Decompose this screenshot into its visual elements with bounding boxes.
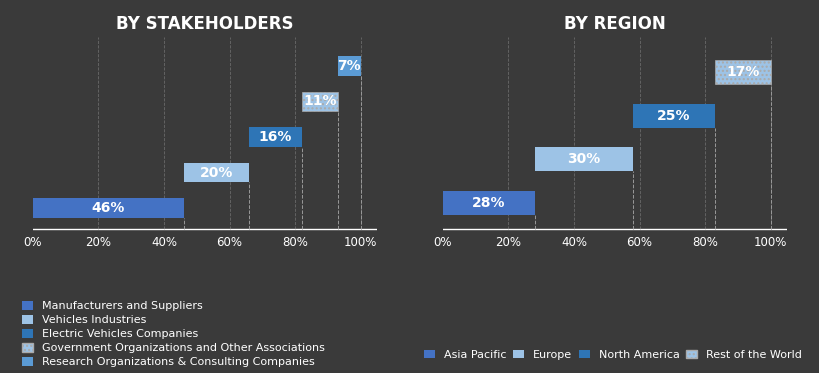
Legend: Manufacturers and Suppliers, Vehicles Industries, Electric Vehicles Companies, G: Manufacturers and Suppliers, Vehicles In… — [22, 301, 324, 367]
Text: 16%: 16% — [259, 130, 292, 144]
Title: BY STAKEHOLDERS: BY STAKEHOLDERS — [116, 15, 293, 33]
Text: 25%: 25% — [657, 109, 690, 123]
Text: 46%: 46% — [92, 201, 124, 215]
Text: 7%: 7% — [337, 59, 360, 73]
Text: 30%: 30% — [567, 152, 600, 166]
Bar — [33, 198, 183, 218]
Text: 20%: 20% — [200, 166, 233, 179]
Bar — [183, 163, 249, 182]
Text: 11%: 11% — [303, 94, 336, 109]
Legend: Asia Pacific, Europe, North America, Rest of the World: Asia Pacific, Europe, North America, Res… — [423, 350, 801, 360]
Bar — [301, 92, 337, 111]
Bar — [249, 127, 301, 147]
Title: BY REGION: BY REGION — [563, 15, 665, 33]
Text: 17%: 17% — [726, 65, 758, 79]
Bar — [442, 191, 534, 215]
Bar — [534, 147, 632, 171]
Bar — [337, 56, 360, 76]
Text: 28%: 28% — [472, 196, 505, 210]
Bar — [632, 104, 714, 128]
Bar — [714, 60, 770, 84]
